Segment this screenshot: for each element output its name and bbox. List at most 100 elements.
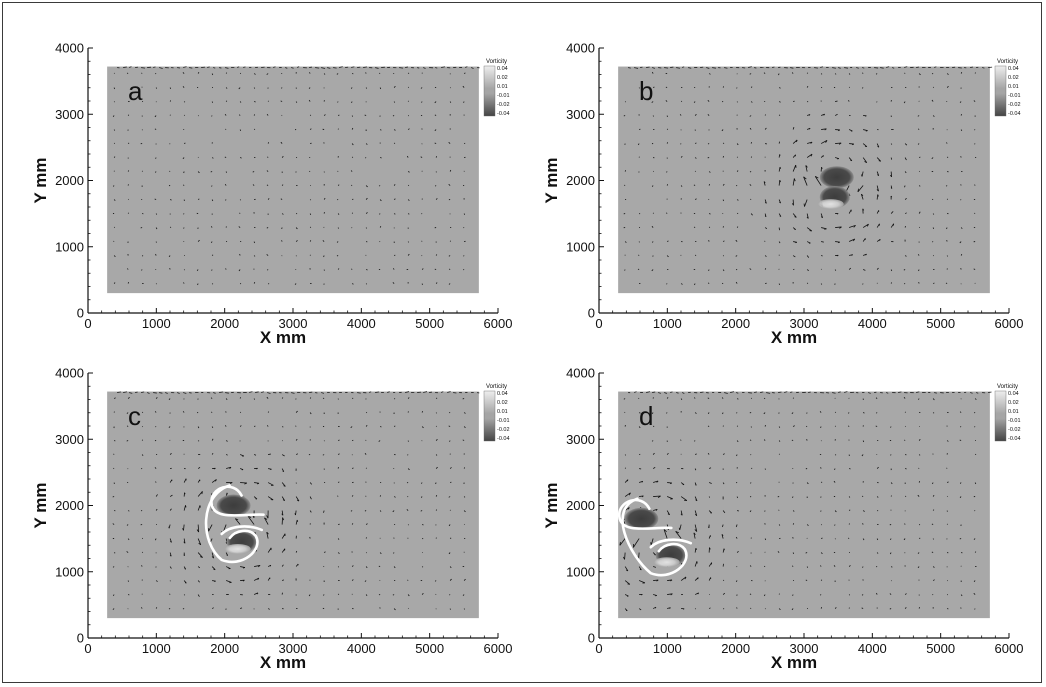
- velocity-vector-head: [281, 513, 284, 516]
- boundary-vector: [153, 392, 157, 394]
- velocity-vector: [309, 114, 312, 116]
- velocity-vector: [652, 452, 655, 455]
- velocity-vector: [820, 481, 823, 483]
- streamline-upper: [210, 485, 265, 517]
- velocity-vector: [197, 426, 200, 429]
- colorbar: [994, 390, 1007, 442]
- velocity-vector-head: [861, 174, 863, 177]
- velocity-vector: [876, 185, 879, 192]
- velocity-vector: [666, 452, 669, 455]
- x-tick-label: 0: [84, 316, 91, 331]
- velocity-vector: [666, 142, 669, 144]
- velocity-vector: [667, 593, 673, 595]
- velocity-vector: [764, 538, 767, 541]
- velocity-vector: [112, 566, 115, 568]
- velocity-vector: [820, 537, 823, 539]
- boundary-vector: [676, 67, 681, 69]
- velocity-vector: [834, 113, 838, 116]
- velocity-vector-head: [805, 165, 808, 168]
- velocity-vector: [407, 241, 410, 243]
- panel-b: 0 1000 2000 3000 4000 5000 6000 0 1000 2000 3000 40…: [542, 41, 1023, 348]
- velocity-vector: [833, 480, 836, 483]
- x-tick-label: 6000: [995, 641, 1024, 656]
- boundary-vector: [357, 392, 361, 394]
- velocity-vector: [253, 425, 256, 427]
- velocity-vector: [917, 128, 920, 130]
- velocity-vector: [791, 72, 794, 74]
- velocity-vector: [694, 468, 697, 471]
- y-axis-label: Y mm: [542, 158, 561, 204]
- velocity-vector-head: [201, 491, 203, 495]
- velocity-vector: [890, 566, 893, 568]
- velocity-vector: [281, 240, 283, 242]
- velocity-vector-head: [684, 576, 687, 580]
- velocity-vector-head: [810, 153, 813, 157]
- velocity-vector: [210, 241, 213, 243]
- velocity-vector: [973, 538, 976, 540]
- velocity-vector: [708, 496, 711, 498]
- velocity-vector: [848, 496, 851, 498]
- boundary-vector: [249, 391, 253, 393]
- velocity-vector: [764, 255, 767, 257]
- colorbar: [483, 65, 496, 117]
- velocity-vector: [280, 100, 283, 102]
- velocity-vector-head: [669, 607, 671, 609]
- boundary-vector: [128, 66, 132, 68]
- velocity-vector: [365, 566, 368, 569]
- velocity-vector: [183, 594, 186, 596]
- velocity-vector: [633, 538, 640, 548]
- velocity-vector: [183, 227, 185, 229]
- velocity-vector: [918, 438, 921, 441]
- velocity-vector: [350, 426, 353, 428]
- velocity-vector: [309, 128, 312, 130]
- vorticity-field: [618, 66, 990, 294]
- velocity-vector: [736, 412, 738, 414]
- velocity-vector: [735, 580, 738, 582]
- velocity-vector: [448, 524, 451, 527]
- colorbar-title: Vorticity: [997, 384, 1018, 390]
- boundary-vector: [730, 391, 735, 393]
- velocity-vector: [337, 213, 340, 215]
- velocity-vector: [890, 157, 893, 160]
- velocity-vector: [337, 495, 339, 497]
- velocity-vector: [693, 184, 696, 186]
- velocity-vector: [197, 171, 200, 174]
- velocity-vector: [652, 467, 656, 469]
- velocity-vector: [820, 579, 823, 581]
- velocity-vector-head: [183, 554, 185, 556]
- velocity-vector: [820, 283, 823, 285]
- velocity-vector-head: [214, 467, 216, 470]
- velocity-vector: [666, 212, 668, 214]
- velocity-vector-head: [183, 541, 186, 544]
- velocity-vector: [210, 226, 213, 228]
- velocity-vector: [917, 494, 920, 497]
- velocity-vector: [946, 481, 949, 483]
- velocity-vector: [694, 142, 697, 144]
- velocity-vector: [694, 510, 698, 516]
- velocity-vector: [127, 510, 130, 512]
- vorticity-figure: 0 1000 2000 3000 4000 5000 6000 0 1000 2000 3000 40…: [31, 41, 1024, 673]
- velocity-vector: [722, 240, 725, 242]
- velocity-vector: [708, 240, 710, 242]
- x-tick-label: 2000: [210, 316, 239, 331]
- velocity-vector: [435, 454, 438, 456]
- velocity-vector: [862, 440, 865, 443]
- velocity-vectors: [623, 71, 977, 286]
- velocity-vector: [946, 156, 949, 158]
- velocity-vector: [225, 72, 228, 74]
- velocity-vector: [393, 184, 396, 186]
- velocity-vector: [805, 552, 808, 554]
- velocity-vector: [861, 594, 864, 596]
- boundary-vector: [832, 67, 836, 69]
- velocity-vector: [960, 199, 962, 201]
- velocity-vector: [350, 87, 353, 89]
- velocity-vector: [211, 426, 214, 428]
- velocity-vector: [225, 440, 228, 442]
- velocity-vector: [932, 115, 935, 117]
- velocity-vector: [680, 398, 683, 401]
- velocity-vector: [917, 143, 920, 145]
- colorbar-tick-label: 0.01: [497, 409, 508, 415]
- velocity-vector: [807, 141, 813, 144]
- velocity-vector: [309, 240, 312, 242]
- velocity-vector: [127, 212, 130, 214]
